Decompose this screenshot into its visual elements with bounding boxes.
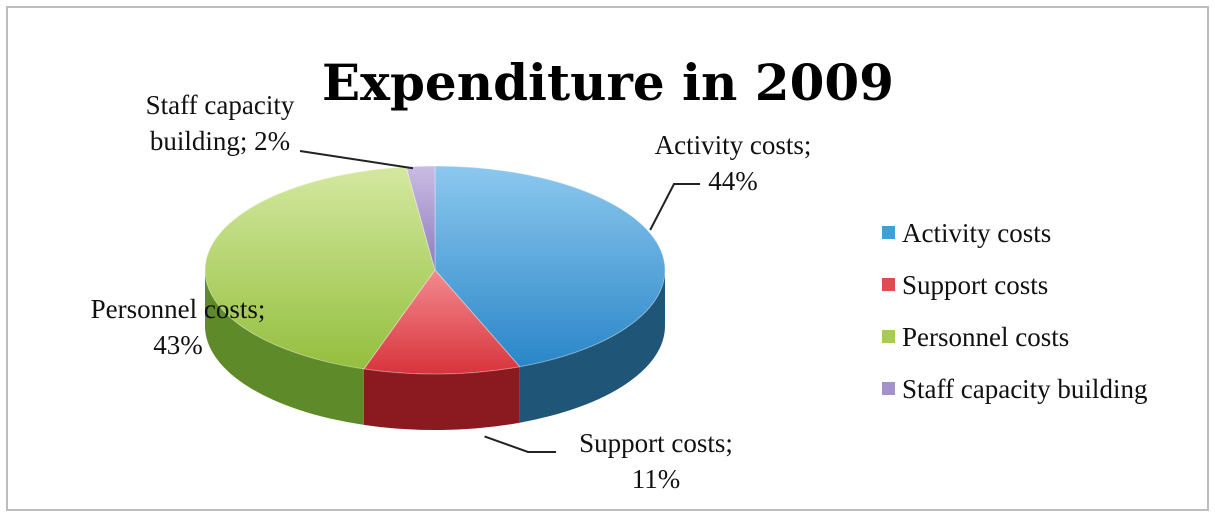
legend-entry-support: Support costs xyxy=(902,270,1048,300)
data-label-staff-capacity-line-2: building; 2% xyxy=(150,126,290,156)
chart-frame: Expenditure in 2009 Activity costs; 44% Su… xyxy=(6,6,1209,511)
pie-side-walls xyxy=(205,270,665,430)
leader-line-activity xyxy=(649,183,700,231)
legend-entry-activity: Activity costs xyxy=(902,218,1051,248)
data-label-personnel-line-2: 43% xyxy=(153,330,203,360)
pie-slices xyxy=(204,165,666,375)
legend-swatch-staff-capacity xyxy=(882,382,895,395)
data-label-support-line-1: Support costs; xyxy=(579,428,733,458)
data-label-activity-line-2: 44% xyxy=(708,166,758,196)
leader-line-support xyxy=(484,435,556,453)
legend-swatch-personnel xyxy=(882,330,895,343)
legend: Activity costs Support costs Personnel cos… xyxy=(882,218,1147,404)
legend-entry-personnel: Personnel costs xyxy=(902,322,1069,352)
pie-slice-activity xyxy=(434,165,666,368)
label-leader-lines xyxy=(299,150,700,453)
pie-chart: Expenditure in 2009 Activity costs; 44% Su… xyxy=(91,53,1148,494)
chart-title: Expenditure in 2009 xyxy=(322,53,894,112)
pie-slice-personnel xyxy=(204,166,436,370)
legend-swatch-support xyxy=(882,278,895,291)
data-label-activity-line-1: Activity costs; xyxy=(655,130,812,160)
legend-entry-staff-capacity: Staff capacity building xyxy=(902,374,1147,404)
data-label-staff-capacity-line-1: Staff capacity xyxy=(146,90,295,120)
data-label-personnel-line-1: Personnel costs; xyxy=(91,294,266,324)
legend-swatch-activity xyxy=(882,226,895,239)
pie-side-support xyxy=(363,366,520,430)
pie-side-personnel xyxy=(205,270,364,425)
pie-side-activity xyxy=(519,270,665,423)
pie-slice-support xyxy=(363,269,521,375)
leader-line-staff-capacity xyxy=(299,150,414,170)
data-labels: Activity costs; 44% Support costs; 11% Perso… xyxy=(91,90,812,494)
data-label-support-line-2: 11% xyxy=(632,464,681,494)
